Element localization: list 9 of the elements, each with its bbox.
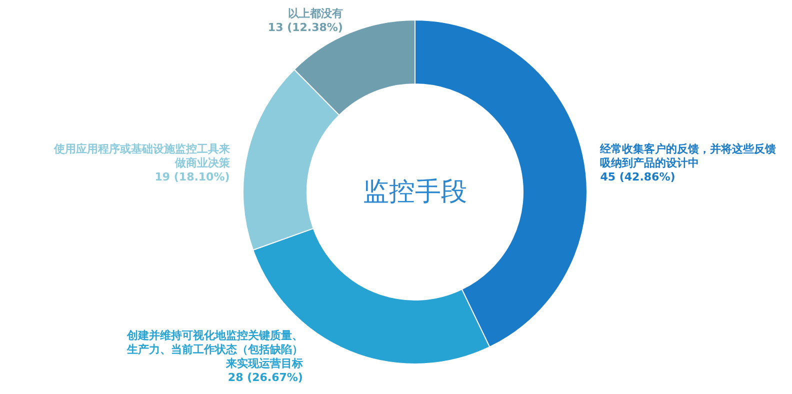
data-label: 19 (18.10%) — [154, 170, 230, 184]
text: 监控手段 — [363, 177, 467, 207]
slice-label: 创建并维持可视化地监控关键质量、生产力、当前工作状态（包括缺陷）来实现运营目标 — [126, 329, 303, 370]
slice-label: 以上都没有 — [288, 7, 343, 20]
data-label: 45 (42.86%) — [600, 170, 676, 184]
slice-label: 经常收集客户的反馈，并将这些反馈吸纳到产品的设计中 — [599, 142, 776, 170]
slice-label: 使用应用程序或基础设施监控工具来做商业决策 — [52, 142, 231, 170]
data-label: 28 (26.67%) — [228, 371, 303, 384]
data-label: 13 (12.38%) — [268, 21, 343, 34]
